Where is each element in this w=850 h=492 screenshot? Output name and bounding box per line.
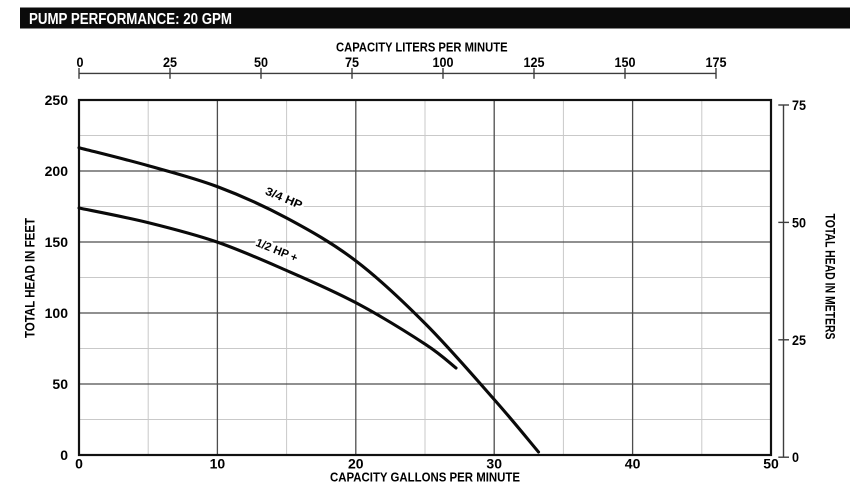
- svg-text:CAPACITY LITERS PER MINUTE: CAPACITY LITERS PER MINUTE: [336, 41, 508, 55]
- svg-text:25: 25: [792, 332, 806, 348]
- svg-text:10: 10: [210, 456, 226, 472]
- svg-text:30: 30: [486, 456, 502, 472]
- svg-text:125: 125: [524, 54, 545, 70]
- svg-text:100: 100: [433, 54, 454, 70]
- svg-text:TOTAL HEAD IN FEET: TOTAL HEAD IN FEET: [22, 218, 38, 338]
- svg-text:0: 0: [77, 54, 84, 70]
- svg-text:0: 0: [792, 449, 799, 465]
- svg-text:0: 0: [60, 447, 68, 463]
- svg-text:75: 75: [792, 97, 806, 113]
- svg-text:50: 50: [792, 214, 806, 230]
- svg-text:20: 20: [348, 456, 364, 472]
- svg-text:50: 50: [52, 376, 68, 392]
- svg-text:TOTAL HEAD IN METERS: TOTAL HEAD IN METERS: [823, 214, 839, 340]
- svg-text:0: 0: [75, 456, 83, 472]
- svg-text:150: 150: [615, 54, 636, 70]
- svg-text:40: 40: [625, 456, 641, 472]
- svg-text:75: 75: [345, 54, 359, 70]
- svg-text:PUMP PERFORMANCE: 20 GPM: PUMP PERFORMANCE: 20 GPM: [29, 11, 232, 28]
- svg-text:200: 200: [45, 163, 69, 179]
- svg-text:50: 50: [763, 456, 779, 472]
- svg-text:250: 250: [45, 92, 69, 108]
- svg-text:CAPACITY GALLONS PER MINUTE: CAPACITY GALLONS PER MINUTE: [330, 471, 520, 485]
- svg-text:175: 175: [706, 54, 727, 70]
- svg-text:150: 150: [45, 234, 69, 250]
- svg-text:100: 100: [45, 305, 69, 321]
- svg-text:25: 25: [163, 54, 177, 70]
- svg-text:50: 50: [254, 54, 268, 70]
